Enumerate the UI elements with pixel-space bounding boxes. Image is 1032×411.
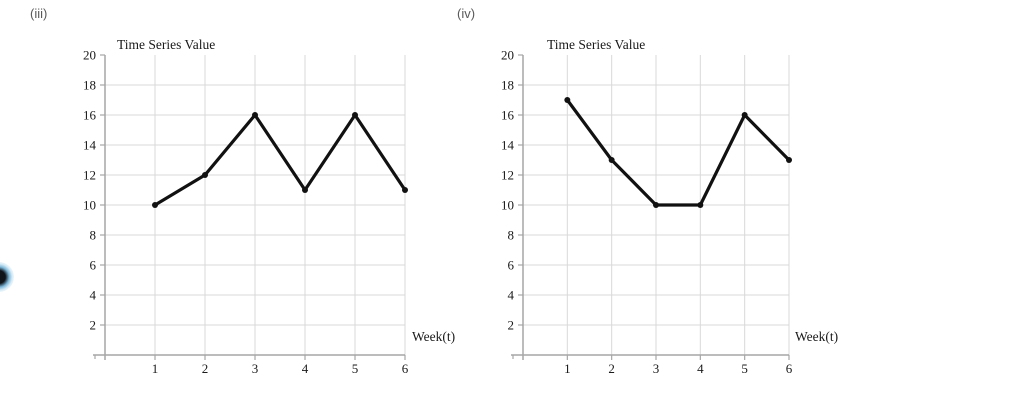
chart-iv: Time Series Value 2 4 6 8 10 12 14 16 18 20 1 2 3 4 5 6… (493, 35, 878, 385)
y-tick-label: 18 (501, 78, 514, 93)
x-tick-label: 2 (608, 361, 615, 376)
x-tick-label: 1 (564, 361, 571, 376)
data-point-marker (302, 187, 308, 193)
y-tick-label: 10 (83, 198, 96, 213)
y-tick-label: 18 (83, 78, 96, 93)
x-tick-label: 6 (402, 361, 409, 376)
data-point-marker (202, 172, 208, 178)
y-tick-label: 8 (508, 228, 515, 243)
y-tick-label: 16 (83, 108, 97, 123)
x-tick-label: 1 (152, 361, 159, 376)
data-point-marker (653, 202, 659, 208)
y-tick-label: 20 (83, 48, 96, 63)
data-point-marker (252, 112, 258, 118)
chart-iii-item-label: (iii) (30, 6, 48, 21)
x-axis-label: Week(t) (412, 329, 456, 344)
x-tick-label: 5 (741, 361, 748, 376)
data-point-marker (741, 112, 748, 118)
chart-title: Time Series Value (117, 37, 216, 52)
screen-edge-orb-icon (0, 262, 14, 292)
x-tick-label: 3 (252, 361, 259, 376)
x-tick-label: 2 (202, 361, 209, 376)
x-tick-label: 3 (653, 361, 660, 376)
y-tick-label: 2 (90, 318, 97, 333)
x-tick-label: 4 (697, 361, 704, 376)
y-tick-label: 10 (501, 198, 514, 213)
y-tick-label: 4 (90, 288, 97, 303)
y-tick-label: 12 (501, 168, 514, 183)
y-tick-label: 6 (90, 258, 97, 273)
y-tick-label: 14 (83, 138, 97, 153)
data-point-marker (697, 202, 704, 208)
data-point-marker (352, 112, 358, 118)
data-point-marker (152, 202, 158, 208)
chart-iv-item-label: (iv) (457, 6, 476, 21)
y-tick-label: 20 (501, 48, 514, 63)
data-point-marker (786, 157, 792, 163)
x-tick-label: 4 (302, 361, 309, 376)
x-tick-label: 6 (786, 361, 793, 376)
y-tick-label: 2 (508, 318, 515, 333)
chart-iii: Time Series Value 2 4 6 8 10 12 14 16 18 20 1 2 3 4 5 6… (75, 35, 460, 385)
series-line (565, 98, 791, 207)
y-tick-label: 16 (501, 108, 515, 123)
data-point-marker (402, 187, 408, 193)
data-point-marker (608, 157, 615, 163)
y-tick-label: 14 (501, 138, 515, 153)
y-tick-label: 6 (508, 258, 515, 273)
series-line (153, 113, 407, 207)
y-tick-label: 12 (83, 168, 96, 183)
chart-title: Time Series Value (547, 37, 646, 52)
x-tick-label: 5 (352, 361, 359, 376)
data-point-marker (564, 97, 571, 103)
y-tick-label: 4 (508, 288, 515, 303)
y-tick-label: 8 (90, 228, 97, 243)
x-axis-label: Week(t) (795, 329, 839, 344)
